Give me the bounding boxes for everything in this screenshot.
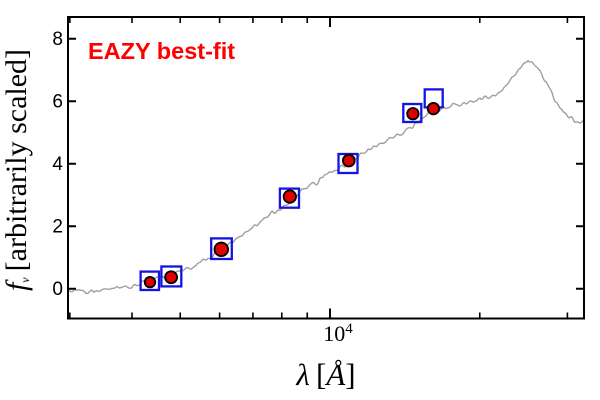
svg-text:0: 0 bbox=[52, 279, 63, 300]
svg-text:2: 2 bbox=[52, 216, 63, 237]
svg-text:6: 6 bbox=[52, 91, 63, 112]
svg-text:4: 4 bbox=[52, 154, 63, 175]
svg-text:8: 8 bbox=[52, 29, 63, 50]
svg-text:104: 104 bbox=[323, 321, 353, 346]
